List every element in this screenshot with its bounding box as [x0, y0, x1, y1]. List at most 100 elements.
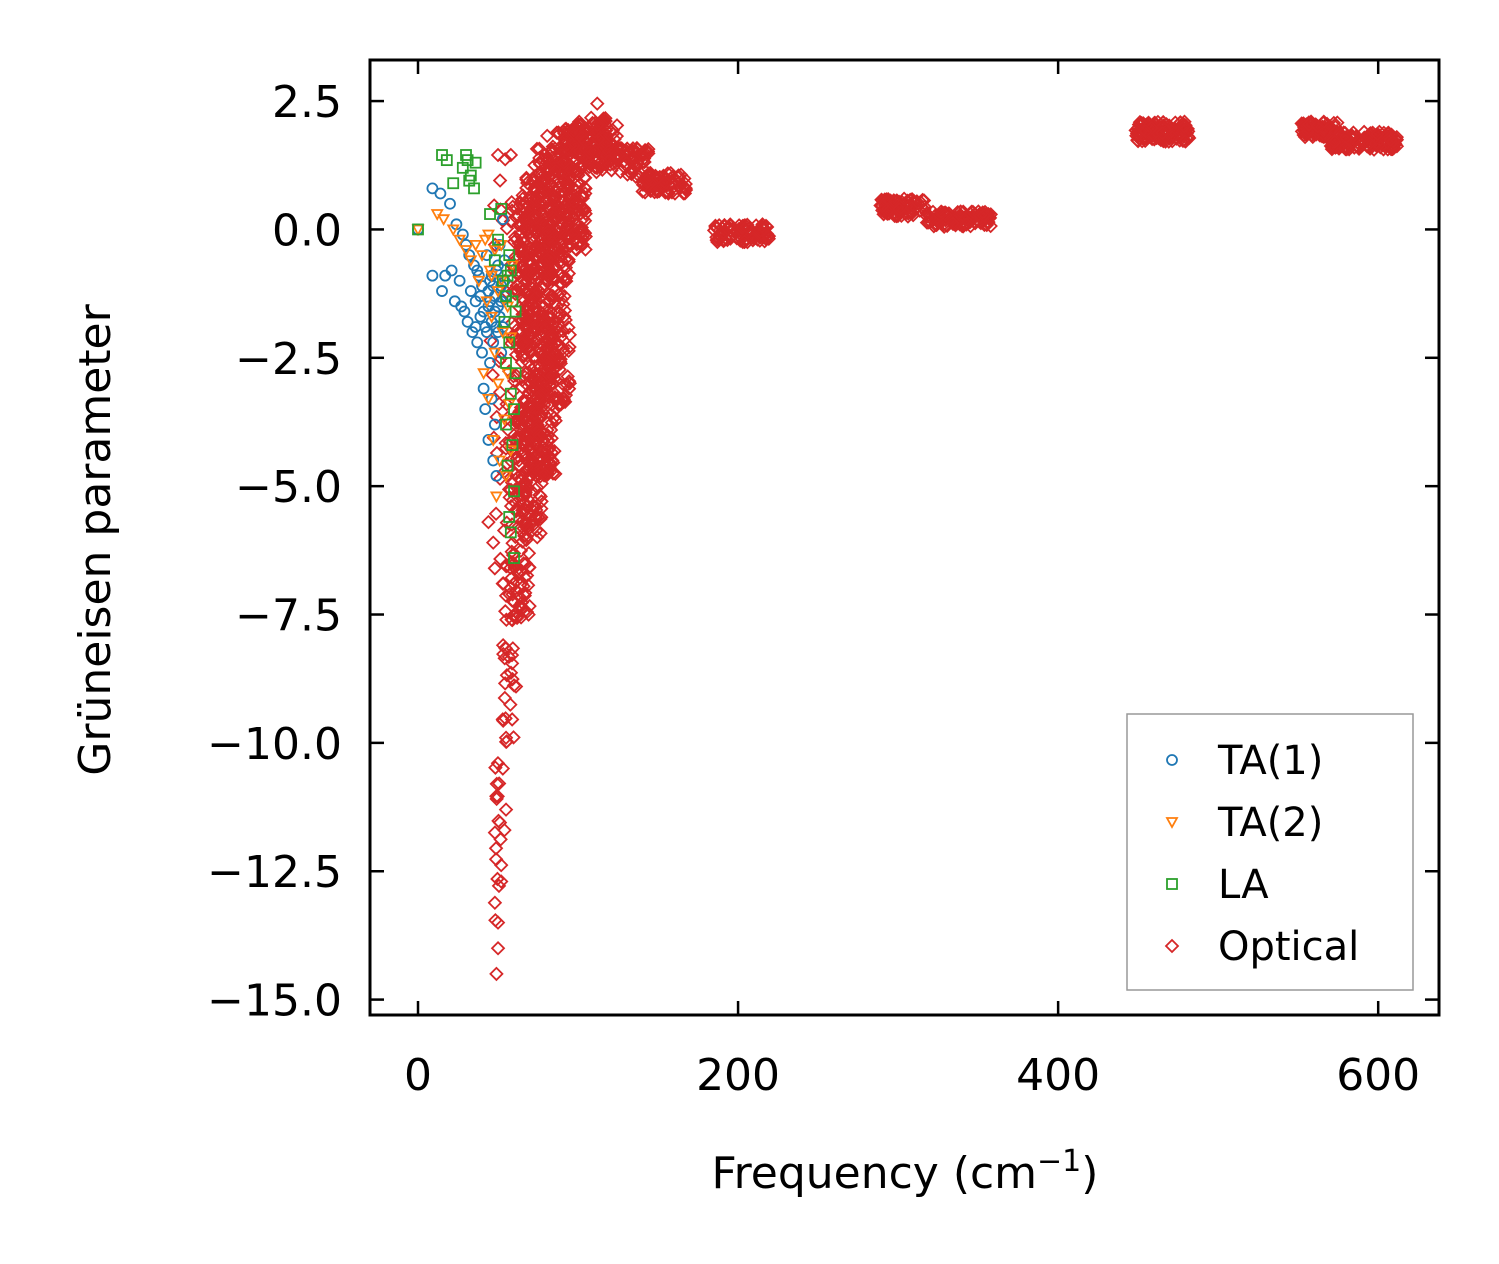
data-point [542, 329, 558, 344]
data-point [517, 516, 532, 532]
data-point [548, 272, 563, 287]
data-point [566, 226, 581, 242]
data-point [498, 802, 514, 817]
data-point [509, 305, 522, 318]
data-point [446, 224, 460, 237]
legend-entry: TA(1) [1166, 738, 1323, 784]
data-point [921, 215, 936, 230]
data-point [735, 220, 750, 236]
data-point [556, 241, 571, 256]
scatter-marks [411, 96, 1405, 982]
data-point [461, 315, 474, 328]
y-tick-label: 2.5 [272, 77, 342, 128]
data-point [1323, 138, 1339, 154]
data-point [555, 323, 571, 339]
data-point [491, 378, 505, 391]
data-point [540, 252, 555, 267]
data-point [1155, 125, 1170, 141]
legend-marker [1166, 878, 1178, 890]
data-point [875, 198, 890, 214]
data-point [509, 201, 525, 216]
legend-label: LA [1218, 862, 1269, 908]
data-point [587, 144, 602, 159]
data-point [556, 225, 572, 241]
data-point [515, 505, 531, 521]
data-point [543, 378, 558, 393]
data-point [488, 347, 502, 360]
data-point [558, 229, 573, 244]
data-point [497, 650, 512, 666]
data-point [496, 523, 512, 538]
data-point [1165, 129, 1180, 145]
data-point [1338, 140, 1353, 155]
data-point [497, 822, 512, 838]
data-point [491, 776, 507, 791]
data-point [538, 273, 554, 289]
data-point [533, 322, 549, 337]
data-point [560, 181, 576, 197]
data-point [529, 141, 545, 157]
data-point [545, 288, 561, 304]
data-point [518, 484, 533, 500]
data-point [628, 149, 643, 165]
data-point [1169, 130, 1184, 146]
data-point [459, 245, 473, 257]
data-point [503, 336, 516, 349]
data-point [412, 223, 424, 236]
data-point [938, 207, 954, 223]
data-point [541, 224, 556, 239]
data-point [578, 206, 593, 221]
data-point [1383, 132, 1398, 148]
data-point [504, 284, 520, 299]
data-point [517, 496, 532, 511]
data-point [481, 393, 495, 406]
data-point [584, 127, 599, 143]
data-point [1359, 129, 1374, 145]
data-point [1301, 117, 1317, 132]
data-point [529, 248, 544, 263]
data-point [490, 147, 506, 163]
data-point [983, 218, 998, 234]
data-point [711, 228, 727, 244]
data-point [487, 237, 503, 253]
y-tick-label: −7.5 [235, 591, 342, 642]
legend-entry: LA [1166, 862, 1269, 908]
data-point [526, 462, 541, 478]
data-point [514, 379, 530, 395]
data-point [620, 167, 635, 182]
data-point [503, 147, 519, 163]
data-point [1327, 134, 1342, 150]
data-point [574, 187, 590, 203]
legend-label: TA(1) [1217, 738, 1323, 784]
data-point [509, 610, 525, 626]
data-point [515, 242, 531, 258]
data-point [493, 857, 509, 873]
data-point [627, 152, 642, 167]
data-point [531, 427, 547, 443]
data-point [515, 336, 530, 352]
data-point [492, 233, 504, 246]
data-point [545, 329, 561, 345]
data-point [503, 249, 516, 262]
data-point [551, 351, 567, 367]
data-point [498, 604, 513, 619]
data-point [676, 178, 691, 194]
data-point [1168, 115, 1183, 130]
data-point [515, 188, 530, 203]
data-point [551, 397, 567, 413]
data-point [1356, 124, 1372, 140]
data-point [1176, 119, 1192, 134]
x-tick-label: 0 [404, 1050, 432, 1101]
data-point [582, 145, 597, 160]
data-point [480, 326, 493, 339]
data-point [478, 234, 492, 247]
data-point [953, 204, 968, 219]
data-point [561, 381, 577, 396]
legend-label: TA(2) [1217, 800, 1323, 846]
legend-marker [1166, 754, 1178, 766]
data-point [453, 234, 467, 247]
data-point [603, 157, 618, 172]
data-point [643, 183, 658, 199]
data-point [508, 583, 524, 599]
